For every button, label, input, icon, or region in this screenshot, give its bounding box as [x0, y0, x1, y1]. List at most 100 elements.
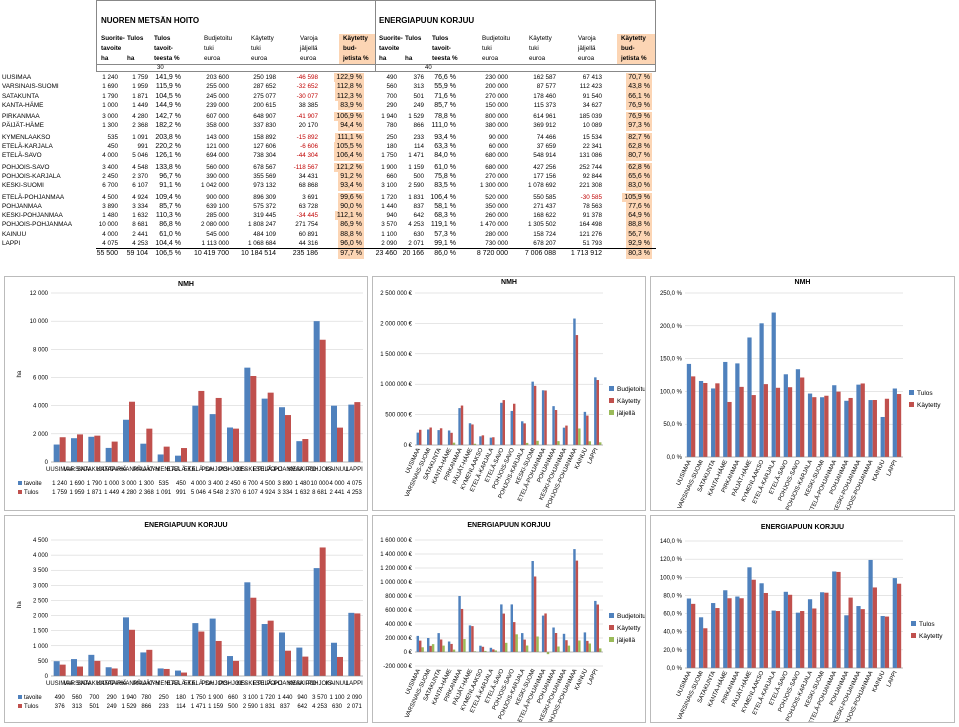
bar-jäljellä — [578, 428, 580, 445]
bar-Käytetty — [471, 424, 473, 445]
table-cell: 43,8 % — [626, 82, 652, 91]
table-cell: 180 — [386, 142, 397, 151]
data-table-cell: 991 — [176, 490, 187, 496]
bar-Käytetty — [703, 628, 707, 668]
table-cell: 200 000 — [485, 82, 508, 91]
legend-label: Tulos — [919, 621, 935, 628]
right-section-title: ENERGIAPUUN KORJUU — [379, 16, 474, 25]
bar-tavoite — [296, 648, 302, 676]
table-cell: 4 924 — [132, 193, 148, 202]
y-tick-label: 500 000 € — [385, 413, 412, 419]
legend-swatch — [18, 695, 22, 699]
bar-Käytetty — [492, 649, 494, 652]
header-cell: Varoja — [578, 34, 596, 43]
table-cell: 68 868 — [299, 181, 318, 190]
total-cell: 20 166 — [403, 249, 424, 258]
region-label: PÄIJÄT-HÄME — [0, 121, 96, 130]
bar-jäljellä — [599, 648, 601, 652]
y-tick-label: 1 000 — [33, 644, 49, 650]
table-cell: 450 — [107, 142, 118, 151]
bar-Tulos — [112, 668, 118, 676]
bar-Tulos — [216, 398, 222, 462]
table-cell: 127 606 — [253, 142, 276, 151]
y-tick-label: 100,0 % — [660, 575, 683, 581]
table-cell: 680 000 — [485, 163, 508, 172]
table-cell: 3 334 — [132, 202, 148, 211]
table-cell: 99,1 % — [434, 239, 456, 248]
bar-Budjetoitu — [563, 428, 565, 445]
table-cell: 10 089 — [583, 121, 602, 130]
data-table-cell: 3 570 — [312, 695, 328, 701]
chart-title: ENERGIAPUUN KORJUU — [651, 524, 954, 531]
table-cell: 37 659 — [537, 142, 556, 151]
table-cell: 230 000 — [485, 73, 508, 82]
table-cell: 548 914 — [533, 151, 556, 160]
bar-Tulos — [808, 599, 812, 668]
bar-tavoite — [331, 406, 337, 462]
y-tick-label: 0 — [45, 674, 49, 680]
bar-Käytetty — [703, 383, 707, 457]
bar-Käytetty — [461, 609, 463, 652]
bar-Tulos — [233, 429, 239, 462]
table-cell: 93,4 % — [338, 181, 364, 190]
bar-Budjetoitu — [417, 636, 419, 652]
bar-Käytetty — [419, 641, 421, 652]
table-cell: 97,3 % — [626, 121, 652, 130]
data-table-cell: 660 — [228, 695, 239, 701]
region-label: POHJOIS-POHJANMAA — [0, 220, 96, 229]
table-cell: 60 891 — [299, 230, 318, 239]
table-cell: 144,9 % — [155, 101, 181, 110]
table-cell: 1 113 000 — [201, 239, 229, 248]
table-cell: 86,8 % — [159, 220, 181, 229]
total-cell: 10 419 700 — [194, 249, 229, 258]
bar-Käytetty — [776, 388, 780, 457]
bar-Käytetty — [461, 406, 463, 445]
header-cell: tavoite — [379, 44, 399, 53]
bar-Budjetoitu — [500, 403, 502, 445]
sheet-header: NUOREN METSÄN HOITO ENERGIAPUUN KORJUU S… — [96, 0, 656, 72]
legend-swatch — [911, 621, 916, 626]
table-cell: -41 907 — [297, 112, 318, 121]
header-cell: Tulos — [154, 34, 170, 43]
data-table-cell: 2 441 — [329, 490, 345, 496]
bar-Tulos — [129, 402, 135, 462]
bar-Käytetty — [576, 335, 578, 445]
y-tick-label: 0,0 % — [667, 455, 683, 461]
legend-label: Käytetty — [919, 633, 943, 640]
bar-Käytetty — [836, 392, 840, 457]
data-table-cell: 2 090 — [347, 695, 363, 701]
table-cell: 607 000 — [206, 112, 229, 121]
table-cell: 83,0 % — [626, 181, 652, 190]
header-cell: euroa — [529, 54, 545, 63]
y-tick-label: 100,0 % — [660, 389, 683, 395]
bar-Tulos — [759, 323, 763, 457]
y-tick-label: 1 400 000 € — [380, 552, 412, 558]
bar-Käytetty — [715, 608, 719, 668]
table-cell: 1 900 — [381, 163, 397, 172]
bar-jäljellä — [589, 441, 591, 445]
data-table-cell: 4 075 — [347, 481, 363, 487]
legend-label: Budjetoitu — [617, 386, 645, 393]
bar-Budjetoitu — [584, 412, 586, 445]
bar-Tulos — [868, 400, 872, 457]
